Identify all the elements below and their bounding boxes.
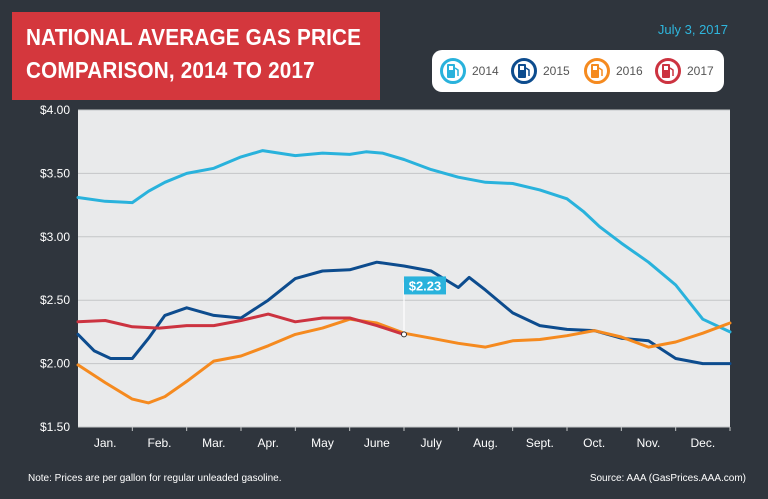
footer-source: Source: AAA (GasPrices.AAA.com) [589, 473, 746, 484]
y-tick-label: $3.50 [40, 166, 70, 180]
gas-pump-icon [584, 58, 610, 84]
footer-note: Note: Prices are per gallon for regular … [28, 473, 282, 484]
legend-label: 2015 [543, 64, 570, 78]
date-label: July 3, 2017 [657, 22, 728, 37]
legend-item-2014: 2014 [440, 50, 499, 92]
x-tick-label: Nov. [637, 436, 661, 450]
x-tick-label: Oct. [583, 436, 605, 450]
grid-lines [78, 109, 731, 431]
annotation: $2.23 [401, 276, 446, 338]
legend-item-2017: 2017 [655, 50, 714, 92]
legend: 2014 2015 2016 2017 [432, 50, 724, 92]
y-tick-label: $2.00 [40, 357, 70, 371]
gas-pump-icon [655, 58, 681, 84]
legend-label: 2016 [616, 64, 643, 78]
x-tick-label: Sept. [526, 436, 554, 450]
y-tick-label: $2.50 [40, 293, 70, 307]
y-tick-label: $4.00 [40, 103, 70, 117]
annotation-flag [404, 276, 446, 295]
series-line-2016 [76, 317, 732, 405]
legend-item-2016: 2016 [584, 50, 643, 92]
gas-pump-icon [440, 58, 466, 84]
x-tick-label: July [420, 436, 441, 450]
y-axis-labels: $4.00 $3.50 $3.00 $2.50 $2.00 $1.50 [40, 103, 70, 434]
legend-label: 2017 [687, 64, 714, 78]
series-lines [76, 149, 732, 405]
chart-title-line-2: COMPARISON, 2014 TO 2017 [26, 57, 315, 83]
x-tick-label: Feb. [147, 436, 171, 450]
y-tick-label: $3.00 [40, 230, 70, 244]
x-tick-label: Aug. [473, 436, 498, 450]
gas-pump-icon [511, 58, 537, 84]
chart-container: $4.00 $3.50 $3.00 $2.50 $2.00 $1.50 Jan. Feb. M… [0, 100, 768, 460]
x-tick-label: Dec. [690, 436, 715, 450]
title-box: NATIONAL AVERAGE GAS PRICE COMPARISON, 2… [12, 12, 380, 100]
annotation-point [401, 331, 407, 338]
plot-area [78, 110, 730, 427]
x-tick-label: Mar. [202, 436, 225, 450]
annotation-label: $2.23 [409, 278, 442, 293]
series-line-2017 [76, 312, 406, 336]
x-tick-label: Jan. [94, 436, 117, 450]
x-tick-label: May [311, 436, 334, 450]
x-tick-label: Apr. [257, 436, 278, 450]
line-chart: $4.00 $3.50 $3.00 $2.50 $2.00 $1.50 Jan. Feb. M… [40, 103, 732, 450]
chart-title-line-1: NATIONAL AVERAGE GAS PRICE [26, 24, 362, 50]
y-tick-label: $1.50 [40, 420, 70, 434]
x-tick-label: June [364, 436, 390, 450]
legend-item-2015: 2015 [511, 50, 570, 92]
x-axis-labels: Jan. Feb. Mar. Apr. May June July Aug. Sept. Oct.… [94, 436, 715, 450]
legend-label: 2014 [472, 64, 499, 78]
series-line-2014 [76, 149, 732, 334]
